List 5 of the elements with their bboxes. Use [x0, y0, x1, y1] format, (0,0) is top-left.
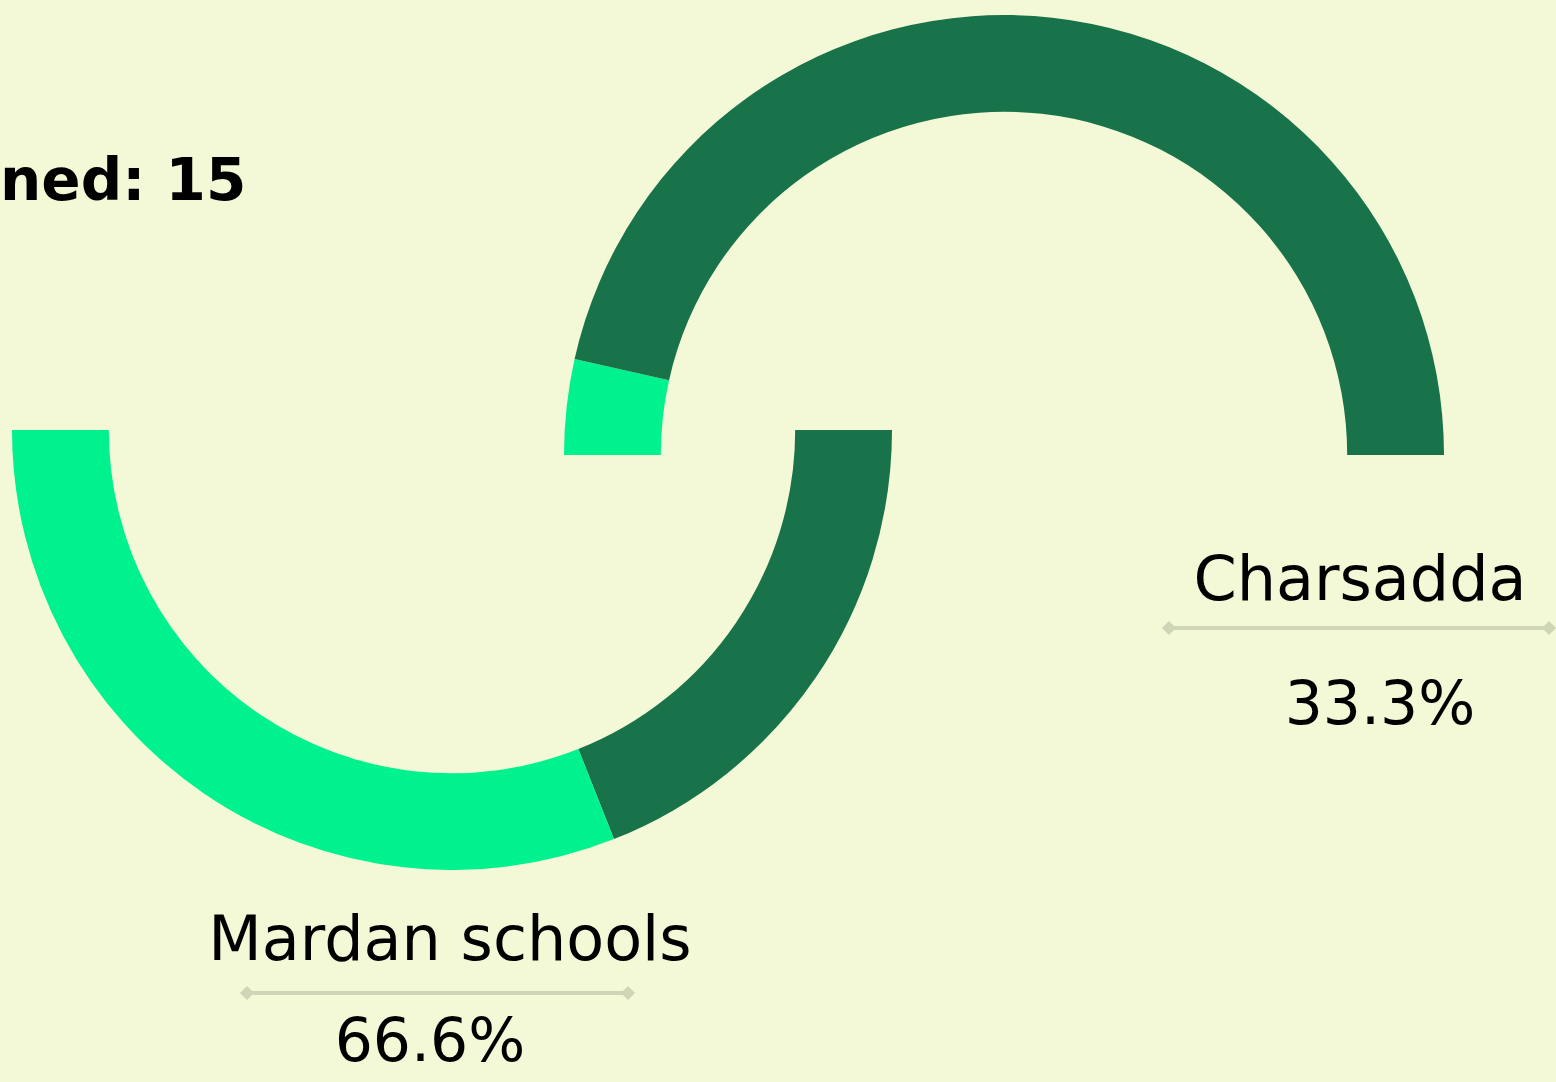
- text: Charsadda: [1193, 541, 1527, 615]
- text: ned: 15: [0, 146, 247, 214]
- text: 33.3%: [1284, 668, 1476, 738]
- text: Mardan schools: [208, 901, 692, 975]
- text: 66.6%: [334, 1005, 526, 1075]
